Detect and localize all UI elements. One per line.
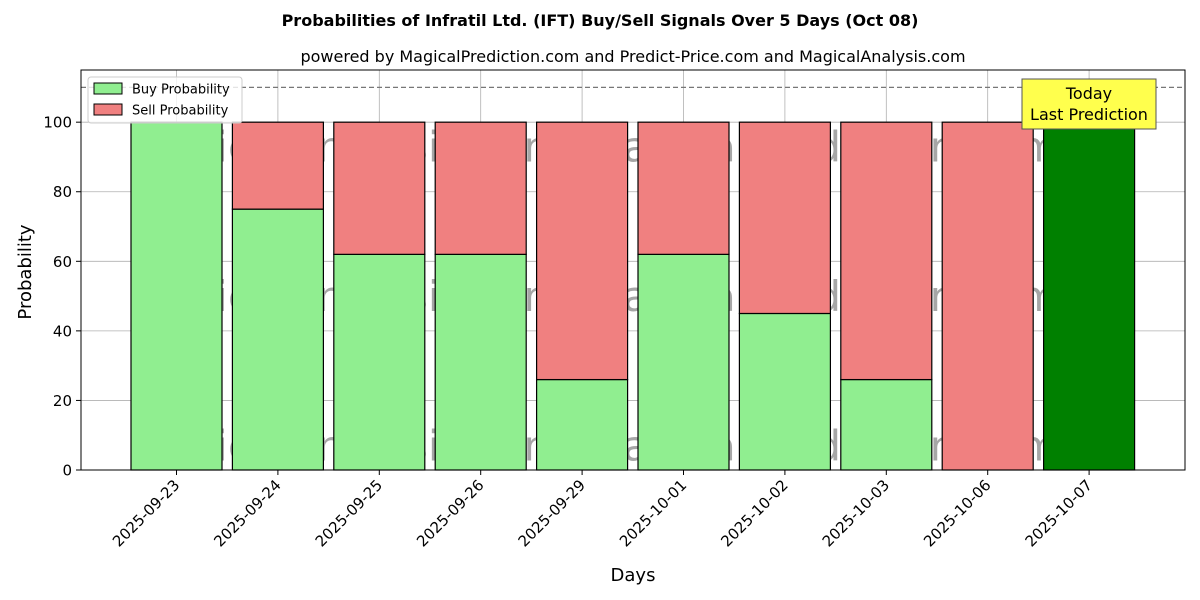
plot-frame (80, 69, 1186, 471)
chart-subtitle: powered by MagicalPrediction.com and Pre… (300, 47, 965, 66)
today-annotation: Today Last Prediction (1021, 78, 1157, 130)
legend-box (87, 76, 243, 124)
bar-sell (231, 121, 324, 210)
x-tick-label: 2025-10-03 (819, 476, 893, 550)
legend: Buy Probability Sell Probability (87, 76, 243, 124)
y-ticks: 0 20 40 60 80 100 (43, 114, 81, 480)
x-tick-label: 2025-09-26 (413, 476, 487, 550)
x-tick-label: 2025-10-01 (616, 476, 690, 550)
bar-sell (434, 121, 527, 255)
chart-title: Probabilities of Infratil Ltd. (IFT) Buy… (282, 11, 919, 30)
x-tick-label: 2025-09-23 (109, 476, 183, 550)
bar-buy (434, 253, 527, 471)
y-axis-label: Probability (15, 224, 36, 319)
bar-buy (1042, 121, 1136, 471)
legend-label: Buy Probability (132, 83, 230, 98)
bar-buy (333, 253, 426, 471)
bar-sell (333, 121, 426, 255)
bar-buy (637, 253, 730, 471)
bar-buy (840, 378, 933, 471)
bar-sell (738, 121, 832, 315)
bar-sell (535, 121, 629, 381)
annotation-box (1021, 78, 1157, 130)
bar-sell (941, 121, 1034, 471)
bar-buy (535, 378, 629, 471)
legend-swatch (93, 82, 123, 95)
bars (130, 121, 1136, 471)
bar-buy (738, 312, 832, 471)
axes (80, 69, 1186, 471)
x-tick-label: 2025-10-06 (920, 476, 994, 550)
x-tick-label: 2025-09-29 (515, 476, 589, 550)
y-tick-label: 80 (53, 183, 72, 201)
bar-buy (130, 121, 223, 471)
x-tick-label: 2025-09-25 (312, 476, 386, 550)
y-tick-label: 60 (53, 253, 72, 271)
x-ticks: 2025-09-23 2025-09-24 2025-09-25 2025-09-26… (109, 470, 1096, 550)
y-tick-label: 20 (53, 392, 72, 410)
x-tick-label: 2025-10-02 (717, 476, 791, 550)
x-axis-label: Days (611, 565, 656, 586)
y-tick-label: 40 (53, 322, 72, 340)
legend-label: Sell Probability (132, 104, 229, 119)
legend-swatch (93, 103, 123, 116)
bar-sell (637, 121, 730, 255)
x-tick-label: 2025-09-24 (210, 476, 284, 550)
y-tick-label: 0 (62, 462, 72, 480)
annotation-line1: Today (1065, 84, 1112, 103)
annotation-line2: Last Prediction (1030, 105, 1148, 124)
bar-sell (840, 121, 933, 381)
bar-buy (231, 208, 324, 471)
y-tick-label: 100 (43, 114, 72, 132)
x-tick-label: 2025-10-07 (1022, 476, 1096, 550)
